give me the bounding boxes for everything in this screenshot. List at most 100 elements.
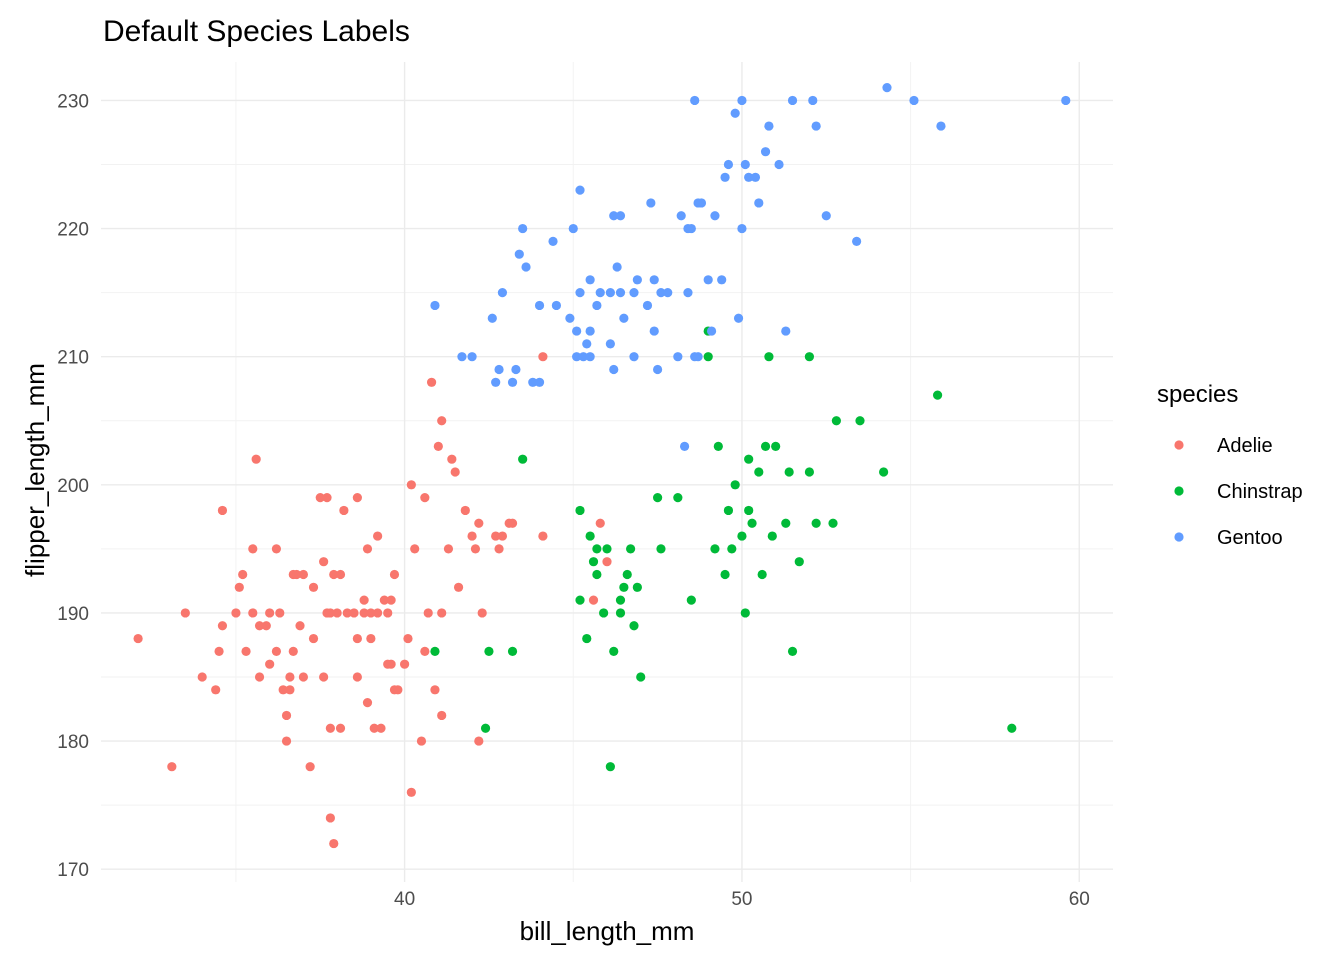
data-point xyxy=(673,352,683,362)
data-point xyxy=(656,544,666,554)
data-point xyxy=(315,493,325,503)
data-point xyxy=(352,633,362,644)
axis-ticks: 40 50 60 170 180 190 200 210 220 230 xyxy=(57,91,1090,910)
data-point xyxy=(167,762,177,772)
data-point xyxy=(582,339,592,349)
data-point xyxy=(325,608,335,618)
data-point xyxy=(329,838,339,849)
data-point xyxy=(575,505,585,516)
data-point xyxy=(271,544,282,554)
data-point xyxy=(737,531,747,541)
data-point xyxy=(460,505,470,516)
data-point xyxy=(507,646,518,656)
data-point xyxy=(717,275,727,285)
plot-grid xyxy=(101,62,1113,882)
data-point xyxy=(437,416,447,426)
data-point xyxy=(764,121,774,131)
data-point xyxy=(568,223,578,234)
data-point xyxy=(521,262,531,272)
data-point xyxy=(764,352,774,362)
data-point xyxy=(646,198,656,208)
data-point xyxy=(609,364,619,375)
data-point xyxy=(251,454,261,464)
data-point xyxy=(467,352,477,362)
data-point xyxy=(605,339,615,349)
data-point xyxy=(329,569,339,580)
legend-key xyxy=(1174,532,1184,542)
data-point xyxy=(379,595,389,605)
data-point xyxy=(740,159,750,170)
data-point xyxy=(855,416,865,426)
data-point xyxy=(518,454,528,464)
data-point xyxy=(882,83,892,93)
y-tick-label: 180 xyxy=(57,732,89,753)
data-point xyxy=(133,633,143,644)
data-point xyxy=(1007,723,1017,733)
data-point xyxy=(416,736,427,746)
data-point xyxy=(733,313,744,323)
data-point xyxy=(308,633,319,644)
data-point xyxy=(787,646,798,656)
data-point xyxy=(308,582,319,592)
data-point xyxy=(352,672,362,682)
data-point xyxy=(1061,95,1071,106)
data-point xyxy=(265,608,275,618)
data-point xyxy=(211,685,221,695)
data-point xyxy=(744,505,754,516)
data-point xyxy=(720,569,730,580)
data-point xyxy=(325,813,335,823)
data-point xyxy=(879,467,889,477)
data-point xyxy=(760,441,771,451)
data-point xyxy=(443,544,454,554)
data-point xyxy=(278,685,288,695)
data-point xyxy=(214,646,224,656)
x-tick-label: 50 xyxy=(731,889,752,910)
data-point xyxy=(393,685,403,695)
data-point xyxy=(686,595,696,605)
data-point xyxy=(197,672,207,682)
data-point xyxy=(376,723,386,733)
data-point xyxy=(578,352,588,362)
data-point xyxy=(386,659,396,669)
y-tick-label: 220 xyxy=(57,220,89,241)
data-point xyxy=(373,531,383,541)
data-point xyxy=(423,608,433,618)
data-point xyxy=(649,275,659,285)
data-point xyxy=(480,723,491,733)
data-point xyxy=(713,441,723,451)
data-point xyxy=(686,223,696,234)
data-point xyxy=(470,544,481,554)
data-point xyxy=(612,262,622,272)
data-point xyxy=(663,288,673,298)
data-point xyxy=(271,646,282,656)
data-point xyxy=(295,621,305,631)
data-point xyxy=(811,121,821,131)
data-point xyxy=(804,352,815,362)
data-point xyxy=(787,95,798,106)
data-point xyxy=(339,505,349,516)
data-point xyxy=(936,121,946,131)
data-point xyxy=(248,544,258,554)
data-point xyxy=(642,300,653,311)
data-point xyxy=(325,723,335,733)
data-point xyxy=(410,544,420,554)
data-point xyxy=(494,544,504,554)
data-point xyxy=(285,672,295,682)
data-point xyxy=(609,646,619,656)
data-point xyxy=(518,223,528,234)
data-point xyxy=(319,557,329,567)
data-point xyxy=(437,710,447,721)
data-point xyxy=(254,621,265,631)
data-point xyxy=(771,441,781,451)
data-point xyxy=(723,159,734,170)
data-point xyxy=(740,608,750,618)
data-point xyxy=(389,569,400,580)
data-point xyxy=(585,275,595,285)
series-chinstrap xyxy=(430,326,1017,772)
data-point xyxy=(808,95,818,106)
data-point xyxy=(217,621,228,631)
data-point xyxy=(332,608,342,618)
data-point xyxy=(781,326,791,336)
data-point xyxy=(602,544,612,554)
data-point xyxy=(491,377,501,387)
